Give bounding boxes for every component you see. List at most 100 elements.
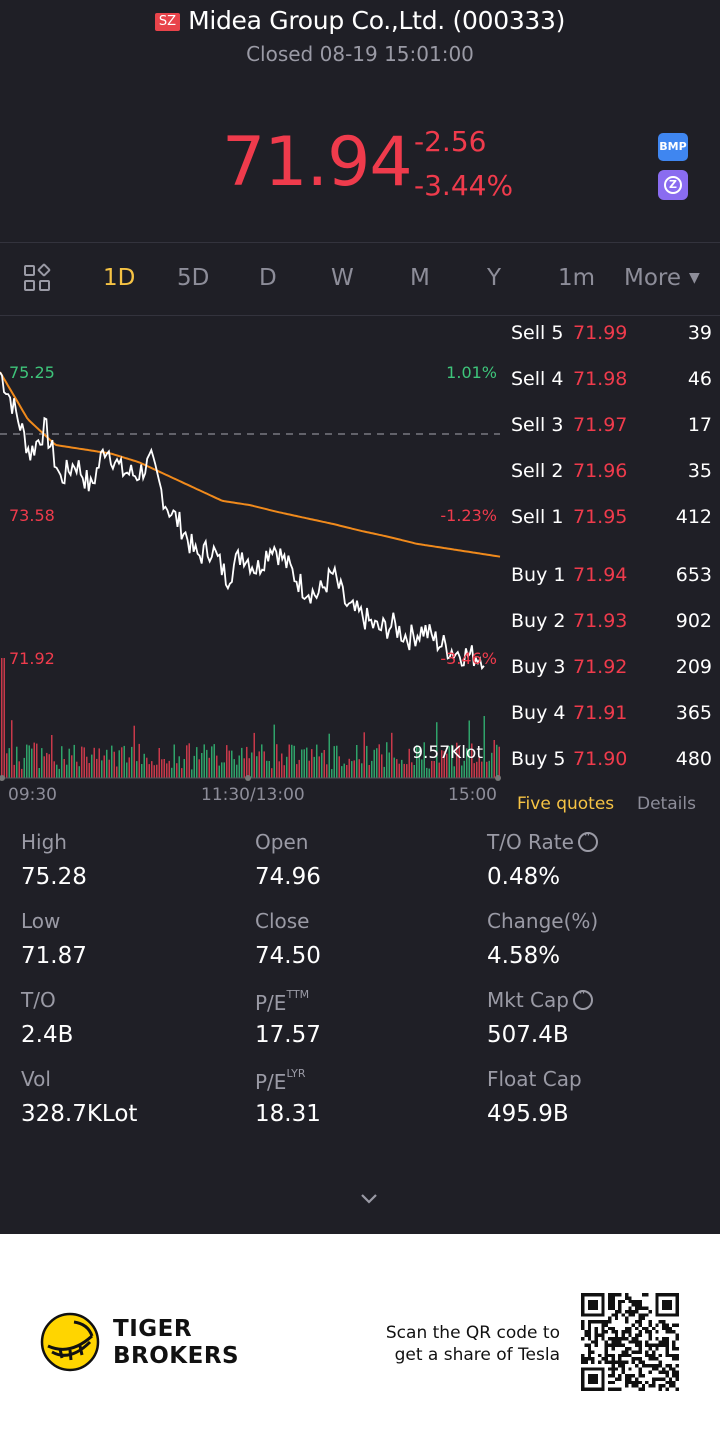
ob-volume: 653 [675, 564, 712, 586]
more-info-icon[interactable] [572, 986, 593, 1010]
qr-module [621, 1353, 625, 1358]
volume-bar [423, 742, 425, 778]
qr-module [655, 1347, 659, 1351]
volume-bar [328, 733, 330, 778]
qr-module [641, 1313, 646, 1317]
order-book-row: Buy 2 71.93 902 [505, 604, 720, 650]
brand-line-1: TIGER [113, 1316, 193, 1342]
qr-module [597, 1333, 602, 1337]
qr-module [675, 1347, 679, 1351]
qr-module [635, 1380, 639, 1385]
volume-bar [443, 751, 445, 778]
qr-module [611, 1313, 615, 1317]
qr-module [584, 1330, 588, 1334]
chevron-down-icon[interactable] [359, 1188, 379, 1208]
qr-module [672, 1347, 676, 1351]
qr-module [628, 1377, 632, 1381]
qr-module [581, 1336, 585, 1341]
volume-bar [451, 744, 453, 778]
z-badge-icon[interactable]: Z [658, 170, 688, 200]
qr-module [611, 1343, 615, 1348]
qr-module [611, 1387, 615, 1391]
tab-1d[interactable]: 1D [103, 265, 136, 291]
qr-module [624, 1374, 629, 1378]
intraday-chart[interactable]: 75.25 1.01% 73.58 -1.23% 71.92 -3.46% 9.… [0, 316, 505, 816]
tab-week[interactable]: W [331, 265, 354, 291]
volume-bar [356, 745, 358, 778]
qr-module [581, 1320, 585, 1324]
tab-details[interactable]: Details [637, 794, 696, 814]
ob-price: 71.95 [573, 506, 628, 528]
stat-change: Change(%) 4.58% [487, 909, 707, 969]
volume-bars [1, 658, 500, 778]
qr-module [638, 1306, 642, 1310]
qr-module [648, 1370, 652, 1375]
qr-module [655, 1343, 659, 1348]
volume-bar [236, 764, 238, 778]
qr-module [648, 1330, 652, 1334]
qr-code[interactable] [581, 1293, 679, 1391]
tab-1m[interactable]: 1m [558, 265, 596, 291]
qr-module [651, 1353, 656, 1358]
qr-module [614, 1336, 619, 1341]
qr-module [614, 1360, 619, 1364]
volume-bar [223, 762, 225, 778]
qr-module [662, 1326, 666, 1331]
qr-module [601, 1326, 605, 1331]
tab-five-quotes[interactable]: Five quotes [517, 794, 615, 814]
volume-bar [321, 752, 323, 778]
qr-module [618, 1306, 622, 1310]
volume-bar [126, 762, 128, 778]
stat-value: 17.57 [255, 1022, 321, 1048]
volume-bar [173, 744, 175, 778]
stat-volume: Vol 328.7KLot [21, 1067, 241, 1127]
qr-module [611, 1336, 615, 1341]
qr-module [608, 1367, 612, 1371]
stat-label: Vol [21, 1067, 51, 1091]
qr-module [584, 1343, 588, 1348]
qr-module [618, 1309, 622, 1314]
tab-day[interactable]: D [259, 265, 277, 291]
bmp-icon[interactable]: BMP [658, 133, 688, 161]
volume-bar [383, 766, 385, 778]
qr-module [611, 1360, 615, 1364]
market-status: Closed 08-19 15:01:00 [246, 42, 474, 66]
grid-menu-icon[interactable] [24, 262, 52, 293]
qr-module [648, 1343, 652, 1348]
qr-module [665, 1336, 669, 1341]
volume-bar [6, 753, 8, 778]
qr-module [587, 1336, 592, 1341]
chart-svg: 75.25 1.01% 73.58 -1.23% 71.92 -3.46% 9.… [0, 363, 501, 781]
qr-module [604, 1360, 609, 1364]
qr-module [611, 1370, 615, 1375]
volume-bar [476, 761, 478, 778]
volume-bar [483, 716, 485, 778]
volume-bar [366, 745, 368, 778]
time-end: 15:00 [448, 785, 497, 805]
order-book: Sell 5 71.99 39 Sell 4 71.98 46 Sell 3 71.97 1… [505, 316, 720, 816]
tab-more-label: More [624, 265, 682, 291]
volume-bar [396, 759, 398, 778]
volume-bar [271, 768, 273, 778]
tab-month[interactable]: M [410, 265, 430, 291]
volume-bar [473, 763, 475, 778]
volume-bar [51, 735, 53, 778]
ob-side-label: Sell 1 [511, 506, 564, 528]
qr-module [597, 1353, 602, 1358]
qr-module [635, 1303, 639, 1307]
qr-module [675, 1377, 679, 1381]
tab-5d[interactable]: 5D [177, 265, 210, 291]
qr-module [628, 1380, 632, 1385]
volume-bar [446, 753, 448, 778]
qr-module [655, 1330, 659, 1334]
qr-module [628, 1306, 632, 1310]
tab-year[interactable]: Y [487, 265, 502, 291]
volume-bar [348, 758, 350, 778]
tab-more[interactable]: More ▼ [624, 265, 700, 291]
more-info-icon[interactable] [577, 828, 598, 852]
qr-module [665, 1374, 669, 1378]
qr-module [638, 1313, 642, 1317]
qr-module [591, 1357, 595, 1361]
qr-module [624, 1316, 629, 1321]
volume-bar [46, 752, 48, 778]
